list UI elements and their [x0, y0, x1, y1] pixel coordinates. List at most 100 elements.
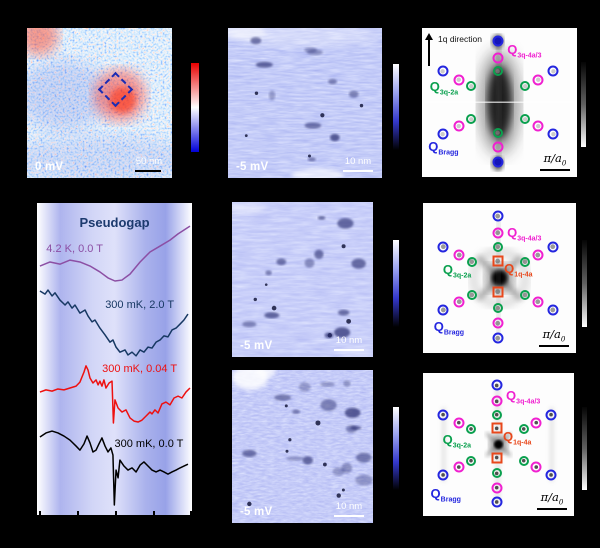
- bias-label: -5 mV: [240, 506, 273, 518]
- bias-label: -5 mV: [240, 340, 273, 352]
- momentum-scale-label: π/a0: [542, 327, 566, 344]
- fft-mid-panel: Q3q-4a/3 Q3q-2a Q1q-4a QBragg π/a0: [423, 203, 576, 353]
- colorbar-gapmap: [191, 63, 199, 152]
- q-marker-bragg: [492, 332, 504, 344]
- q-marker-p43: [491, 395, 503, 407]
- q-marker-bragg: [492, 35, 504, 47]
- spectra-panel: Pseudogap 4.2 K, 0.0 T 300 mK, 2.0 T 300 m…: [37, 203, 192, 515]
- stm-map-mid-panel: -5 mV 10 nm: [232, 202, 373, 357]
- q-marker-p43: [492, 141, 504, 153]
- momentum-scale-label: π/a0: [543, 151, 567, 168]
- q-label-3q-2a: Q3q-2a: [442, 262, 472, 280]
- scale-bar: 10 nm: [334, 501, 364, 517]
- q-marker-p2a: [466, 114, 477, 125]
- x-axis-tick: [114, 511, 117, 515]
- spectrum-curve-1: [40, 290, 188, 356]
- scale-bar-line: [343, 169, 373, 172]
- q-label-3q-4a/3: Q3q-4a/3: [506, 387, 541, 406]
- scale-bar-label: 50 nm: [135, 156, 163, 168]
- q-marker-bragg: [547, 241, 559, 253]
- x-axis-tick: [38, 511, 41, 515]
- q-marker-p2a: [518, 455, 529, 466]
- q-marker-bragg: [547, 65, 559, 77]
- q-label-bragg: QBragg: [433, 319, 465, 337]
- momentum-scale-bar: [537, 507, 567, 510]
- scale-bar-line: [334, 348, 364, 351]
- q-marker-p2a: [466, 256, 477, 267]
- q-marker-p2a: [492, 303, 503, 314]
- x-axis-tick: [76, 511, 79, 515]
- fft-top-panel: Q3q-4a/3 Q3q-2a QBragg 1q direction π/a0: [422, 28, 577, 177]
- gap-map-panel: 0 mV 50 nm: [27, 28, 172, 178]
- q-marker-1q-square: [491, 422, 503, 434]
- q-marker-bragg: [545, 469, 557, 481]
- q-marker-p43: [532, 74, 544, 86]
- stm-map-top-panel: -5 mV 10 nm: [228, 28, 382, 178]
- q-marker-p2a: [518, 423, 529, 434]
- scale-bar-line: [334, 514, 364, 517]
- q-marker-bragg: [492, 156, 504, 168]
- q-marker-bragg: [547, 304, 559, 316]
- q-marker-p43: [492, 52, 504, 63]
- fft-bot-panel: Q3q-4a/3 Q3q-2a Q1q-4a QBragg π/a0: [423, 373, 574, 516]
- momentum-scale: π/a0: [540, 149, 570, 171]
- scale-bar-label: 10 nm: [344, 156, 372, 168]
- x-axis-tick: [189, 511, 192, 515]
- scale-bar-line: [135, 169, 161, 172]
- q-label-3q-2a: Q3q-2a: [429, 79, 459, 97]
- direction-label: 1q direction: [438, 34, 482, 44]
- q-marker-p43: [453, 120, 465, 132]
- scale-bar: 10 nm: [343, 156, 373, 172]
- x-axis-tick: [152, 511, 155, 515]
- q-label-1q-4a: Q1q-4a: [503, 429, 532, 447]
- q-marker-bragg: [437, 409, 449, 421]
- q-marker-p43: [491, 482, 503, 494]
- scale-bar: 10 nm: [334, 335, 364, 351]
- q-marker-p2a: [491, 409, 502, 420]
- q-marker-p43: [453, 417, 465, 429]
- q-marker-bragg: [437, 304, 449, 316]
- q-label-bragg: QBragg: [428, 138, 459, 157]
- q-marker-p43: [532, 249, 544, 261]
- bias-label: 0 mV: [35, 161, 64, 173]
- q-marker-p2a: [520, 256, 531, 267]
- q-label-1q-4a: Q1q-4a: [504, 260, 533, 279]
- stm-map-bot-panel: -5 mV 10 nm: [232, 370, 373, 523]
- momentum-scale-bar: [539, 344, 569, 347]
- spectra-label-layer: 4.2 K, 0.0 T 300 mK, 2.0 T 300 mK, 0.04 T 3…: [37, 203, 192, 515]
- q-marker-bragg: [437, 65, 449, 77]
- spectrum-curve-2: [40, 366, 190, 423]
- bias-label: -5 mV: [236, 161, 269, 173]
- q-marker-1q-square: [491, 452, 503, 463]
- q-label-3q-2a: Q3q-2a: [442, 432, 472, 450]
- q-marker-bragg: [437, 469, 449, 481]
- q-marker-p43: [453, 461, 465, 473]
- q-marker-bragg: [437, 241, 449, 253]
- q-marker-p2a: [466, 81, 477, 92]
- q-marker-1q-square: [492, 255, 504, 267]
- momentum-scale: π/a0: [537, 488, 567, 510]
- scale-bar-label: 10 nm: [335, 501, 363, 513]
- q-marker-p43: [532, 120, 544, 132]
- q-marker-p2a: [466, 289, 477, 300]
- q-marker-p43: [453, 74, 465, 86]
- colorbar-fft-top: [581, 62, 586, 147]
- q-marker-p2a: [520, 81, 531, 92]
- q-marker-1q-square: [492, 286, 504, 298]
- colorbar-stm-top: [393, 64, 399, 150]
- q-marker-bragg: [545, 409, 557, 421]
- colorbar-fft-bot: [582, 407, 587, 490]
- q-marker-p43: [492, 317, 504, 329]
- curve-label-2: 300 mK, 0.04 T: [102, 362, 178, 375]
- q-marker-bragg: [492, 210, 504, 222]
- q-marker-p43: [530, 417, 542, 429]
- q-label-bragg: QBragg: [430, 486, 461, 504]
- q-label-3q-4a/3: Q3q-4a/3: [507, 224, 542, 243]
- q-marker-p43: [492, 227, 504, 239]
- spectra-title: Pseudogap: [79, 215, 150, 230]
- stm-image: [232, 370, 373, 523]
- stm-image: [232, 202, 373, 357]
- q-marker-p2a: [492, 241, 503, 252]
- scale-bar: 50 nm: [135, 156, 163, 172]
